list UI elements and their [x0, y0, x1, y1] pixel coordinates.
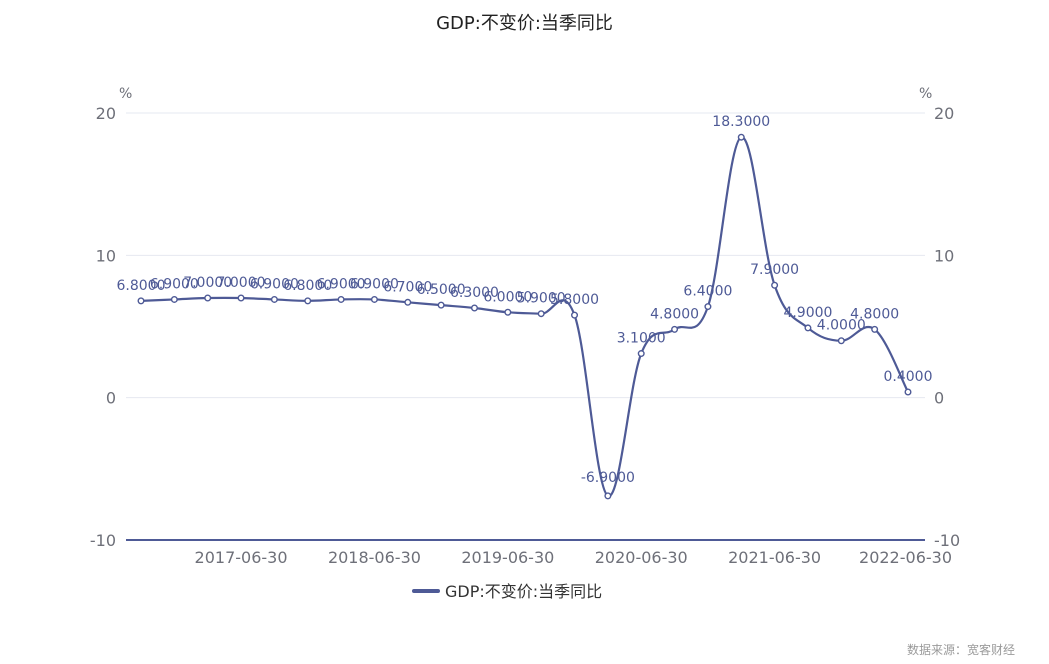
data-point[interactable] [204, 294, 212, 302]
data-point[interactable] [904, 388, 912, 396]
series-line [140, 136, 909, 497]
data-label: 6.9000 [250, 276, 299, 292]
chart-title: GDP:不变价:当季同比 [436, 13, 613, 34]
data-point[interactable] [671, 325, 679, 333]
legend-label[interactable]: GDP:不变价:当季同比 [445, 582, 602, 601]
data-label: 6.0000 [483, 289, 532, 305]
data-label: 0.4000 [884, 369, 933, 385]
data-label: 4.8000 [650, 306, 699, 322]
data-label: 6.8000 [283, 278, 332, 294]
data-point[interactable] [637, 350, 645, 358]
data-point[interactable] [804, 324, 812, 332]
data-point[interactable] [404, 298, 412, 306]
data-label: 5.9000 [517, 291, 566, 307]
data-label: 4.8000 [850, 306, 899, 322]
axes: 20 20 10 10 0 0 -10 -10% % 2017-06-30 2018-06-30 20… [90, 86, 960, 567]
y-left-tick-label: -10 [90, 531, 116, 550]
data-label: 7.9000 [750, 262, 799, 278]
data-label: 18.3000 [712, 114, 770, 130]
data-label: 7.0000 [183, 275, 232, 291]
y-left-tick-label: 10 [96, 246, 116, 265]
data-label: 6.9000 [317, 276, 366, 292]
x-tick-label: 2018-06-30 [328, 548, 421, 567]
y-left-tick-label: 0 [106, 389, 116, 408]
data-point[interactable] [304, 297, 312, 305]
data-label: 7.0000 [217, 275, 266, 291]
data-label: 6.7000 [383, 279, 432, 295]
data-label: 6.4000 [683, 284, 732, 300]
y-right-tick-label: 20 [934, 104, 954, 123]
x-tick-label: 2017-06-30 [195, 548, 288, 567]
data-label: 6.5000 [417, 282, 466, 298]
data-label: 6.8000 [117, 278, 166, 294]
data-point[interactable] [771, 281, 779, 289]
data-label: 6.9000 [150, 276, 199, 292]
data-point[interactable] [370, 295, 378, 303]
data-point[interactable] [437, 301, 445, 309]
data-point[interactable] [237, 294, 245, 302]
data-point[interactable] [470, 304, 478, 312]
x-tick-label: 2022-06-30 [859, 548, 952, 567]
data-point[interactable] [537, 310, 545, 318]
y-left-tick-label: 20 [96, 104, 116, 123]
data-label: 4.9000 [783, 305, 832, 321]
data-label: 5.8000 [550, 292, 599, 308]
data-label: 3.1000 [617, 331, 666, 347]
y-right-tick-label: 10 [934, 246, 954, 265]
y-left-unit: % [119, 86, 132, 102]
legend[interactable]: GDP:不变价:当季同比 [412, 582, 602, 601]
data-point[interactable] [837, 337, 845, 345]
y-right-tick-label: 0 [934, 389, 944, 408]
data-point[interactable] [137, 297, 145, 305]
data-point[interactable] [871, 325, 879, 333]
source-note: 数据来源：宽客财经 [906, 643, 1015, 657]
data-point[interactable] [704, 303, 712, 311]
data-point[interactable] [270, 295, 278, 303]
data-label: -6.9000 [581, 470, 635, 486]
x-tick-label: 2021-06-30 [728, 548, 821, 567]
data-label: 6.9000 [350, 276, 399, 292]
y-right-tick-label: -10 [934, 531, 960, 550]
data-point[interactable] [604, 492, 612, 500]
data-label: 6.3000 [450, 285, 499, 301]
grid-lines [126, 112, 925, 399]
y-right-unit: % [919, 86, 932, 102]
data-point[interactable] [571, 311, 579, 319]
data-point[interactable] [170, 295, 178, 303]
x-tick-label: 2019-06-30 [461, 548, 554, 567]
data-label: 4.0000 [817, 318, 866, 334]
data-labels: 6.80006.90007.00007.00006.90006.80006.90… [117, 114, 933, 486]
data-points [137, 133, 912, 500]
x-tick-label: 2020-06-30 [595, 548, 688, 567]
data-point[interactable] [337, 295, 345, 303]
data-point[interactable] [737, 133, 745, 141]
data-point[interactable] [504, 308, 512, 316]
